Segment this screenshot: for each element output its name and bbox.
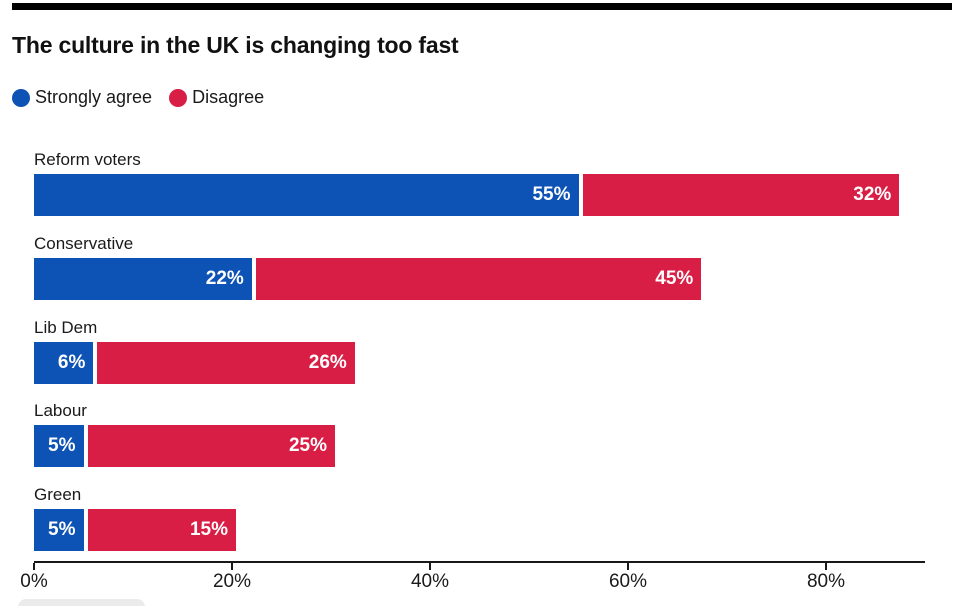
legend-item-strongly-agree: Strongly agree (12, 87, 152, 108)
bar-segment-disagree: 15% (87, 509, 236, 551)
clipped-attribution-fragment (18, 599, 145, 606)
plot-area: Reform voters 55% 32% Conservative 22% 45% Lib… (20, 0, 960, 606)
chart-title: The culture in the UK is changing too fa… (12, 32, 459, 58)
bar-segment-disagree: 25% (87, 425, 335, 468)
row-bars: 5% 25% (34, 425, 960, 468)
bar-segment-disagree: 26% (97, 341, 355, 384)
row-bars: 22% 45% (34, 257, 960, 300)
row-bars: 6% 26% (34, 341, 960, 384)
chart-row: Conservative 22% 45% (34, 233, 960, 317)
bar-value-label: 45% (655, 267, 694, 289)
legend-swatch-strongly-agree-icon (12, 88, 30, 107)
x-axis-tick (231, 563, 233, 570)
bar-value-label: 55% (532, 184, 571, 205)
x-axis-tick-label: 80% (806, 571, 846, 592)
bar-segment-strongly-agree: 6% (34, 341, 94, 384)
bar-value-label: 26% (308, 351, 347, 373)
bar-value-label: 5% (48, 435, 76, 457)
bar-segment-strongly-agree: 5% (34, 509, 84, 551)
legend-swatch-disagree-icon (169, 88, 188, 107)
x-axis-tick (825, 563, 827, 570)
bar-segment-disagree: 45% (255, 257, 702, 300)
legend-item-disagree: Disagree (169, 87, 264, 108)
category-label: Reform voters (34, 150, 141, 169)
bar-value-label: 5% (48, 519, 76, 540)
row-bars: 5% 15% (34, 509, 960, 551)
bar-segment-strongly-agree: 22% (34, 257, 252, 300)
bar-value-label: 32% (853, 184, 892, 205)
x-axis-tick-label: 20% (212, 571, 252, 592)
bar-segment-strongly-agree: 55% (34, 174, 579, 216)
bar-value-label: 22% (205, 267, 244, 289)
bar-value-label: 6% (57, 351, 86, 373)
bar-value-label: 15% (189, 519, 228, 540)
x-axis-tick (429, 563, 431, 570)
bar-value-label: 25% (288, 435, 327, 457)
x-axis-tick-label: 40% (410, 571, 450, 592)
top-accent-bar (12, 3, 952, 10)
bar-segment-strongly-agree: 5% (34, 425, 84, 468)
chart-row: Reform voters 55% 32% (34, 149, 960, 233)
category-label: Labour (34, 401, 87, 421)
category-label: Green (34, 485, 82, 504)
chart-row: Labour 5% 25% (34, 400, 960, 484)
row-bars: 55% 32% (34, 174, 960, 216)
x-axis-tick-label: 0% (20, 571, 48, 592)
x-axis-line (34, 561, 925, 563)
legend-label-strongly-agree: Strongly agree (35, 87, 153, 107)
x-axis-tick-label: 60% (608, 571, 648, 592)
chart-row: Lib Dem 6% 26% (34, 317, 960, 401)
category-label: Conservative (34, 233, 134, 253)
x-axis-tick (627, 563, 629, 570)
bar-segment-disagree: 32% (582, 174, 900, 216)
legend-label-disagree: Disagree (192, 87, 265, 107)
x-axis-tick (33, 563, 35, 570)
category-label: Lib Dem (34, 317, 98, 337)
chart-row: Green 5% 15% (34, 484, 960, 568)
legend: Strongly agree Disagree (12, 87, 264, 108)
